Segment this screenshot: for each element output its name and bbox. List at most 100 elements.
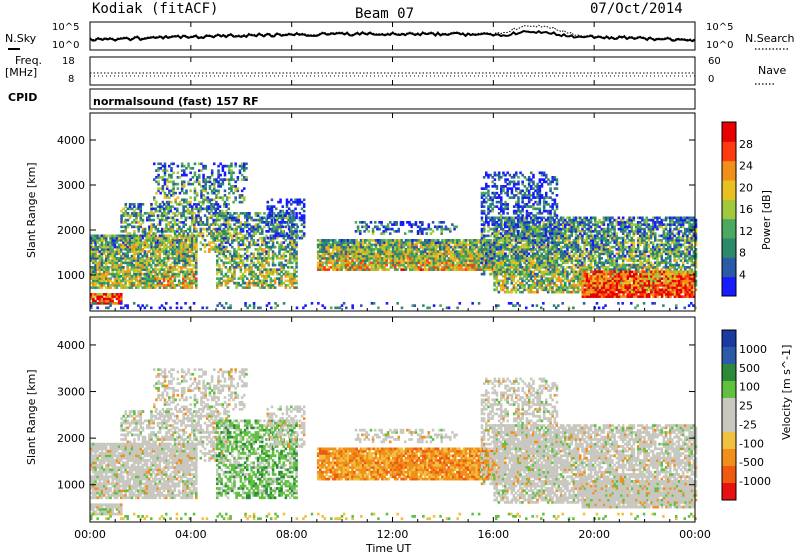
power-cell bbox=[497, 171, 501, 175]
power-cell bbox=[115, 252, 119, 256]
power-cell bbox=[473, 266, 476, 269]
power-cell bbox=[500, 209, 503, 213]
power-cell bbox=[460, 261, 463, 265]
power-cell bbox=[173, 266, 177, 269]
power-cell bbox=[286, 245, 290, 249]
power-cell bbox=[226, 239, 230, 242]
power-cell bbox=[132, 259, 136, 262]
power-cell bbox=[446, 227, 450, 231]
power-cell bbox=[521, 180, 524, 184]
power-cell bbox=[239, 261, 243, 265]
power-cell bbox=[130, 257, 134, 260]
power-cell bbox=[161, 169, 165, 172]
power-cell bbox=[98, 279, 102, 283]
power-cell bbox=[183, 180, 186, 184]
power-cell bbox=[493, 277, 496, 280]
power-cell bbox=[434, 248, 438, 251]
power-cell bbox=[228, 268, 232, 271]
power-cell bbox=[94, 281, 97, 285]
power-cell bbox=[456, 250, 459, 253]
power-cell bbox=[122, 257, 125, 260]
power-cell bbox=[222, 245, 226, 249]
power-cell bbox=[156, 243, 159, 247]
power-cell bbox=[173, 245, 177, 249]
power-cell bbox=[482, 209, 486, 213]
power-cell bbox=[430, 263, 433, 267]
power-cell bbox=[113, 261, 117, 265]
power-cell bbox=[342, 266, 346, 269]
power-cell bbox=[130, 263, 134, 267]
power-cell bbox=[453, 227, 456, 231]
power-cell bbox=[154, 209, 158, 213]
power-cell bbox=[480, 232, 484, 235]
power-cell bbox=[124, 270, 127, 274]
power-cell bbox=[172, 194, 175, 197]
power-cell bbox=[133, 243, 136, 247]
power-cell bbox=[300, 230, 304, 233]
power-cell bbox=[183, 173, 186, 177]
power-cell bbox=[130, 236, 134, 240]
power-cell bbox=[265, 277, 268, 280]
power-cell bbox=[504, 173, 507, 177]
power-cell bbox=[415, 245, 418, 249]
power-cell bbox=[421, 263, 425, 267]
power-cell bbox=[519, 171, 522, 175]
power-cell bbox=[243, 263, 247, 267]
power-cell bbox=[167, 205, 170, 208]
power-cell bbox=[100, 241, 104, 244]
power-cell bbox=[295, 214, 298, 217]
power-cell bbox=[102, 281, 106, 285]
power-cell bbox=[346, 241, 350, 244]
power-cell bbox=[176, 196, 180, 199]
power-cell bbox=[394, 245, 397, 249]
power-cell bbox=[441, 257, 444, 260]
power-cell bbox=[202, 176, 205, 179]
power-cell bbox=[223, 248, 226, 251]
power-cell bbox=[180, 250, 183, 253]
power-cell bbox=[485, 200, 488, 204]
power-cell bbox=[212, 227, 215, 231]
power-cell bbox=[107, 277, 110, 280]
power-cell bbox=[204, 189, 207, 193]
power-cell bbox=[383, 250, 386, 253]
power-cell bbox=[210, 189, 214, 193]
power-cell bbox=[115, 284, 119, 287]
power-cell bbox=[237, 254, 241, 258]
power-cell bbox=[158, 207, 162, 211]
power-cell bbox=[176, 214, 179, 217]
power-cell bbox=[371, 232, 375, 235]
power-cell bbox=[202, 187, 205, 190]
power-cell bbox=[217, 173, 220, 177]
power-cell bbox=[477, 257, 481, 260]
power-cell bbox=[383, 259, 386, 262]
power-cell bbox=[167, 236, 170, 240]
power-cell bbox=[169, 230, 173, 233]
power-cell bbox=[199, 248, 203, 251]
power-cell bbox=[298, 236, 302, 240]
power-cell bbox=[187, 200, 190, 204]
power-cell bbox=[248, 241, 251, 244]
power-cell bbox=[417, 261, 421, 265]
power-cell bbox=[192, 272, 196, 276]
power-cell bbox=[346, 263, 350, 267]
power-cell bbox=[485, 218, 488, 222]
power-cell bbox=[98, 277, 102, 280]
power-cell bbox=[188, 268, 192, 271]
power-cell bbox=[132, 266, 136, 269]
power-cell bbox=[475, 252, 478, 256]
power-cell bbox=[165, 252, 168, 256]
power-cell bbox=[321, 245, 324, 249]
power-cell bbox=[155, 180, 158, 184]
power-cell bbox=[279, 198, 282, 202]
power-cell bbox=[323, 266, 326, 269]
power-cell bbox=[477, 268, 481, 271]
power-cell bbox=[163, 194, 167, 197]
power-cell bbox=[267, 252, 271, 256]
power-cell bbox=[323, 261, 326, 265]
power-cell bbox=[180, 268, 183, 271]
power-cell bbox=[327, 239, 331, 242]
power-cell bbox=[319, 268, 322, 271]
power-cell bbox=[325, 263, 328, 267]
power-cell bbox=[462, 268, 466, 271]
power-cell bbox=[131, 234, 134, 238]
